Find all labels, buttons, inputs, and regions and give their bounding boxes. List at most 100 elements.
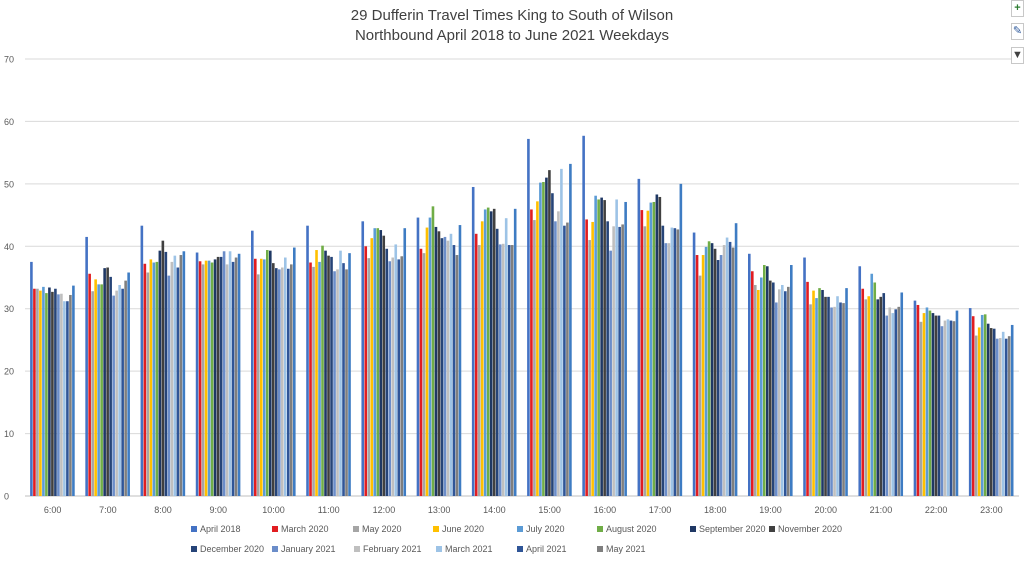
bar bbox=[707, 241, 711, 496]
bar bbox=[530, 209, 533, 496]
x-tick-label: 20:00 bbox=[814, 505, 837, 515]
bar bbox=[867, 296, 871, 496]
bar bbox=[118, 284, 121, 496]
bar bbox=[1004, 338, 1008, 496]
bar bbox=[894, 309, 898, 496]
bar bbox=[222, 251, 226, 496]
bar bbox=[364, 246, 368, 496]
bar bbox=[437, 231, 441, 496]
bar bbox=[382, 235, 386, 496]
bar bbox=[45, 293, 48, 496]
legend-swatch bbox=[436, 546, 442, 552]
legend-label: January 2021 bbox=[281, 544, 336, 554]
bar bbox=[216, 256, 220, 496]
bar bbox=[251, 230, 254, 496]
bar bbox=[495, 228, 499, 496]
bar bbox=[803, 257, 806, 496]
bar bbox=[492, 208, 496, 497]
bar bbox=[998, 338, 1002, 496]
bar bbox=[784, 291, 787, 496]
bar bbox=[946, 319, 950, 496]
bar bbox=[152, 262, 156, 496]
bar bbox=[170, 261, 174, 496]
bar bbox=[42, 286, 45, 496]
bar bbox=[333, 271, 336, 496]
bar bbox=[876, 299, 880, 496]
legend-swatch bbox=[191, 546, 197, 552]
x-tick-label: 6:00 bbox=[44, 505, 62, 515]
bar bbox=[781, 284, 784, 496]
bar bbox=[266, 250, 269, 496]
bar bbox=[670, 227, 674, 497]
x-tick-label: 9:00 bbox=[210, 505, 228, 515]
bar bbox=[54, 288, 57, 496]
x-tick-label: 18:00 bbox=[704, 505, 727, 515]
x-tick-label: 21:00 bbox=[870, 505, 893, 515]
y-tick-label: 70 bbox=[4, 55, 14, 65]
x-tick-label: 10:00 bbox=[262, 505, 285, 515]
bar bbox=[922, 313, 926, 496]
bar bbox=[845, 288, 848, 496]
y-tick-label: 0 bbox=[4, 492, 9, 502]
bar bbox=[315, 250, 318, 496]
bar bbox=[260, 258, 263, 496]
bar bbox=[698, 275, 702, 496]
x-tick-label: 13:00 bbox=[428, 505, 451, 515]
bar bbox=[527, 138, 530, 496]
bar bbox=[373, 228, 377, 496]
bar bbox=[618, 226, 621, 496]
bar bbox=[640, 210, 644, 496]
bar bbox=[873, 282, 877, 496]
bar bbox=[48, 287, 51, 496]
bar bbox=[827, 296, 830, 496]
bar bbox=[388, 261, 392, 496]
bar bbox=[210, 262, 214, 496]
bar bbox=[560, 168, 563, 497]
chart-styles-button[interactable]: ✎ bbox=[1011, 23, 1024, 40]
chart-elements-button[interactable]: + bbox=[1011, 0, 1024, 17]
chart-filters-button[interactable]: ▼ bbox=[1011, 47, 1024, 64]
bar bbox=[603, 200, 606, 497]
bar bbox=[695, 255, 699, 496]
bar bbox=[510, 245, 514, 496]
bar bbox=[836, 296, 839, 496]
bar bbox=[257, 274, 260, 496]
bar bbox=[391, 257, 395, 496]
bar bbox=[115, 290, 118, 496]
bar bbox=[734, 223, 738, 497]
bar bbox=[204, 260, 208, 496]
bar bbox=[121, 288, 124, 496]
bar bbox=[879, 296, 883, 496]
bar bbox=[149, 259, 153, 496]
bar bbox=[278, 269, 281, 496]
bar bbox=[658, 196, 662, 496]
x-tick-label: 8:00 bbox=[154, 505, 172, 515]
bar bbox=[719, 255, 723, 496]
bar bbox=[272, 263, 275, 496]
bar bbox=[97, 284, 100, 496]
bar bbox=[931, 313, 935, 496]
bar bbox=[778, 289, 781, 496]
bar bbox=[900, 292, 904, 496]
bar bbox=[30, 261, 33, 496]
bar bbox=[376, 228, 380, 496]
x-tick-label: 7:00 bbox=[99, 505, 117, 515]
y-tick-label: 40 bbox=[4, 242, 14, 252]
bar bbox=[237, 253, 241, 496]
bar bbox=[39, 290, 42, 496]
bar bbox=[731, 247, 735, 496]
bar bbox=[968, 308, 972, 496]
x-tick-label: 16:00 bbox=[594, 505, 617, 515]
bar bbox=[787, 286, 790, 496]
bar bbox=[812, 290, 815, 496]
bar bbox=[91, 291, 94, 496]
bar bbox=[213, 259, 217, 496]
bar bbox=[609, 250, 612, 496]
bar bbox=[330, 256, 333, 496]
legend-label: April 2018 bbox=[200, 524, 241, 534]
legend-label: September 2020 bbox=[699, 524, 766, 534]
bar bbox=[182, 251, 186, 496]
bar bbox=[109, 276, 112, 496]
legend-label: March 2021 bbox=[445, 544, 493, 554]
